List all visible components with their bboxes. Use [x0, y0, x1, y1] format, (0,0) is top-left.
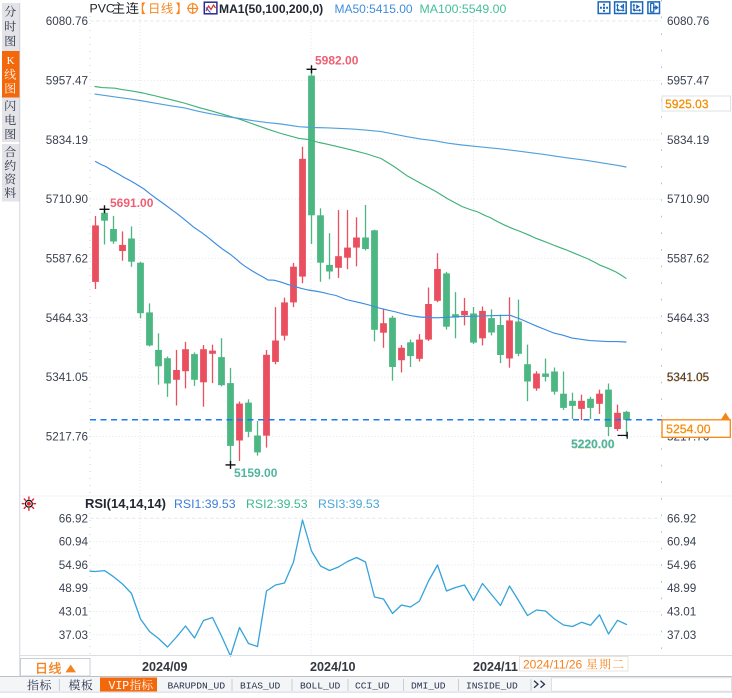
- svg-text:INSIDE_UD: INSIDE_UD: [466, 681, 518, 692]
- svg-text:RSI2:39.53: RSI2:39.53: [246, 497, 308, 511]
- svg-text:5710.90: 5710.90: [46, 193, 89, 206]
- svg-text:48.99: 48.99: [667, 582, 696, 595]
- svg-text:RSI1:39.53: RSI1:39.53: [174, 497, 236, 511]
- svg-text:5341.05: 5341.05: [46, 371, 89, 384]
- svg-text:5587.62: 5587.62: [46, 252, 88, 265]
- svg-text:MA100:5549.00: MA100:5549.00: [420, 2, 507, 16]
- svg-text:5217.76: 5217.76: [46, 431, 88, 444]
- svg-text:5925.03: 5925.03: [665, 97, 709, 111]
- svg-text:PVC: PVC: [90, 2, 115, 16]
- svg-text:BARUPDN_UD: BARUPDN_UD: [168, 681, 226, 692]
- svg-text:5957.47: 5957.47: [667, 74, 709, 87]
- svg-text:43.01: 43.01: [59, 606, 88, 619]
- svg-text:MA50:5415.00: MA50:5415.00: [335, 2, 413, 16]
- svg-text:66.92: 66.92: [59, 512, 88, 525]
- svg-text:60.94: 60.94: [667, 536, 697, 549]
- svg-text:5834.19: 5834.19: [46, 134, 88, 147]
- svg-text:60.94: 60.94: [59, 536, 89, 549]
- svg-text:5341.05: 5341.05: [667, 371, 710, 384]
- svg-text:RSI3:39.53: RSI3:39.53: [318, 497, 380, 511]
- svg-text:5254.00: 5254.00: [666, 422, 711, 436]
- svg-text:6080.76: 6080.76: [667, 15, 709, 28]
- svg-text:BIAS_UD: BIAS_UD: [240, 681, 281, 692]
- svg-text:37.03: 37.03: [667, 629, 696, 642]
- svg-text:5220.00: 5220.00: [571, 437, 615, 451]
- svg-text:2024/11: 2024/11: [473, 660, 518, 674]
- svg-text:54.96: 54.96: [667, 559, 696, 572]
- svg-text:5464.33: 5464.33: [46, 312, 88, 325]
- svg-text:5254.00: 5254.00: [666, 422, 711, 436]
- svg-text:48.99: 48.99: [59, 582, 88, 595]
- svg-text:MA1(50,100,200,0): MA1(50,100,200,0): [219, 2, 323, 16]
- svg-text:5710.90: 5710.90: [667, 193, 710, 206]
- svg-text:K: K: [7, 55, 15, 67]
- svg-text:5982.00: 5982.00: [315, 54, 359, 68]
- svg-text:RSI(14,14,14): RSI(14,14,14): [85, 496, 166, 511]
- svg-text:5957.47: 5957.47: [46, 74, 88, 87]
- svg-text:BOLL_UD: BOLL_UD: [300, 681, 341, 692]
- svg-text:5220.00: 5220.00: [571, 437, 615, 451]
- svg-text:5341.05: 5341.05: [666, 372, 709, 385]
- svg-text:66.92: 66.92: [667, 512, 696, 525]
- svg-text:5691.00: 5691.00: [110, 196, 154, 210]
- svg-text:43.01: 43.01: [667, 606, 696, 619]
- svg-text:VIP: VIP: [109, 680, 130, 693]
- svg-text:5925.03: 5925.03: [665, 97, 709, 111]
- svg-text:5159.00: 5159.00: [234, 466, 278, 480]
- svg-text:2024/11/26: 2024/11/26: [523, 658, 582, 672]
- svg-text:5464.33: 5464.33: [667, 312, 709, 325]
- svg-text:37.03: 37.03: [59, 629, 88, 642]
- svg-text:6080.76: 6080.76: [46, 15, 88, 28]
- svg-text:CCI_UD: CCI_UD: [355, 681, 390, 692]
- svg-text:2024/09: 2024/09: [142, 660, 188, 674]
- svg-text:5834.19: 5834.19: [667, 134, 709, 147]
- svg-text:5587.62: 5587.62: [667, 252, 709, 265]
- svg-text:2024/10: 2024/10: [310, 660, 356, 674]
- svg-text:54.96: 54.96: [59, 559, 88, 572]
- svg-text:DMI_UD: DMI_UD: [411, 681, 446, 692]
